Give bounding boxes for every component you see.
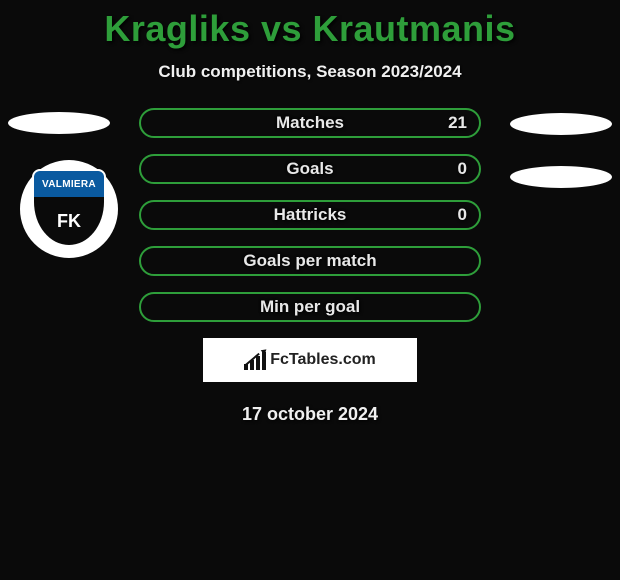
stat-row-hattricks: Hattricks 0 bbox=[139, 200, 481, 230]
stat-row-goals-per-match: Goals per match bbox=[139, 246, 481, 276]
page-title: Kragliks vs Krautmanis bbox=[0, 0, 620, 50]
comparison-panel: VALMIERA FK Matches 21 Goals 0 Hattricks… bbox=[0, 108, 620, 425]
date-label: 17 october 2024 bbox=[0, 404, 620, 425]
brand-attribution: FcTables.com bbox=[203, 338, 417, 382]
player-right-marker-2 bbox=[510, 166, 612, 188]
stat-label: Goals bbox=[286, 159, 333, 179]
brand-text: FcTables.com bbox=[270, 351, 376, 369]
stat-label: Min per goal bbox=[260, 297, 360, 317]
stat-value: 21 bbox=[448, 113, 467, 133]
subtitle: Club competitions, Season 2023/2024 bbox=[0, 62, 620, 82]
badge-top-label: VALMIERA bbox=[32, 169, 106, 197]
chart-arrow-icon bbox=[244, 350, 266, 370]
player-right-marker-1 bbox=[510, 113, 612, 135]
stat-label: Matches bbox=[276, 113, 344, 133]
stat-value: 0 bbox=[458, 159, 467, 179]
stat-row-matches: Matches 21 bbox=[139, 108, 481, 138]
player-left-marker bbox=[8, 112, 110, 134]
stat-value: 0 bbox=[458, 205, 467, 225]
badge-bottom-label: FK bbox=[32, 197, 106, 247]
stat-row-goals: Goals 0 bbox=[139, 154, 481, 184]
club-badge: VALMIERA FK bbox=[20, 160, 118, 258]
stat-row-min-per-goal: Min per goal bbox=[139, 292, 481, 322]
stat-label: Hattricks bbox=[274, 205, 347, 225]
stats-bars: Matches 21 Goals 0 Hattricks 0 Goals per… bbox=[139, 108, 481, 322]
stat-label: Goals per match bbox=[243, 251, 376, 271]
